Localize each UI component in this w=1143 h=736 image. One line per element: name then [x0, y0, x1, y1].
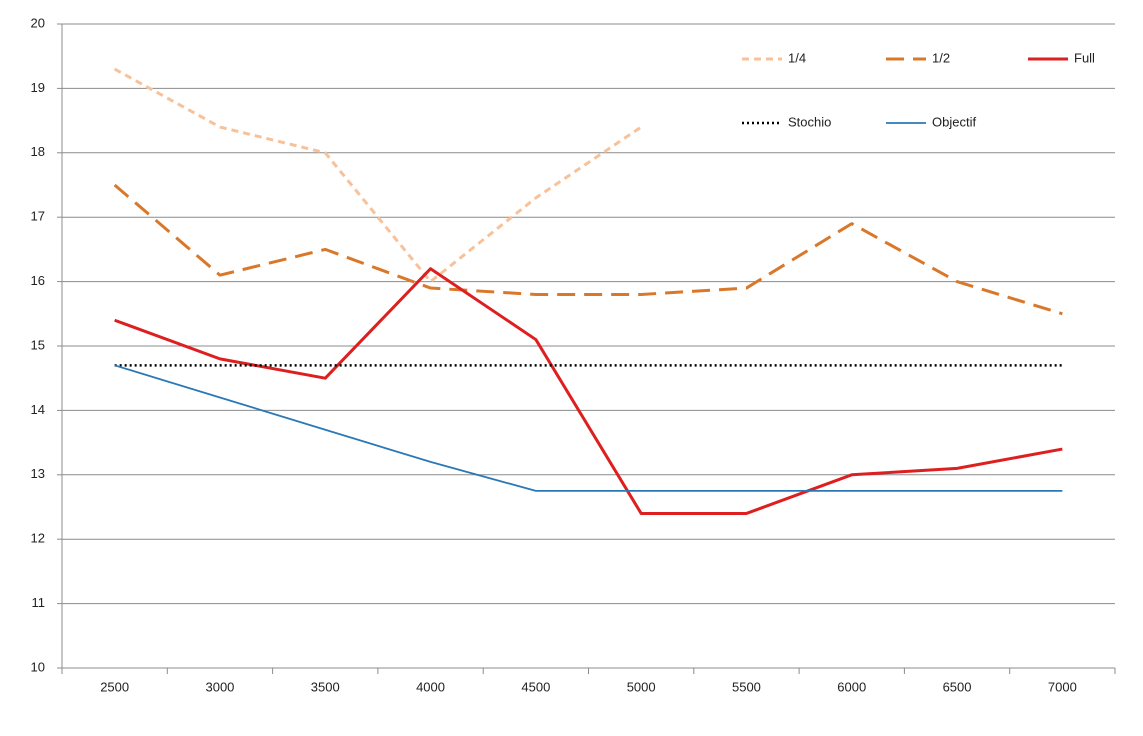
x-tick-label: 4500: [521, 679, 550, 694]
x-tick-label: 5000: [627, 679, 656, 694]
series-line: [113, 183, 1063, 316]
x-tick-label: 6000: [837, 679, 866, 694]
y-tick-label: 12: [31, 531, 45, 546]
legend-label: Objectif: [932, 114, 976, 129]
x-tick-label: 6500: [943, 679, 972, 694]
series-line: [113, 67, 642, 284]
y-tick-label: 13: [31, 466, 45, 481]
series-line: [114, 267, 1063, 515]
series-line: [114, 364, 1063, 492]
x-tick-label: 5500: [732, 679, 761, 694]
y-tick-label: 20: [31, 15, 45, 30]
y-tick-label: 16: [31, 273, 45, 288]
y-tick-label: 11: [32, 595, 46, 610]
y-tick-label: 10: [31, 659, 45, 674]
x-tick-label: 4000: [416, 679, 445, 694]
legend-label: Stochio: [788, 114, 831, 129]
legend-label: 1/4: [788, 50, 806, 65]
legend-label: Full: [1074, 50, 1095, 65]
x-tick-label: 3000: [205, 679, 234, 694]
y-tick-label: 18: [31, 144, 45, 159]
x-tick-label: 7000: [1048, 679, 1077, 694]
y-tick-label: 14: [31, 402, 45, 417]
x-tick-label: 2500: [100, 679, 129, 694]
y-tick-label: 15: [31, 337, 45, 352]
y-tick-label: 17: [31, 209, 45, 224]
x-tick-label: 3500: [311, 679, 340, 694]
y-tick-label: 19: [31, 80, 45, 95]
legend-label: 1/2: [932, 50, 950, 65]
